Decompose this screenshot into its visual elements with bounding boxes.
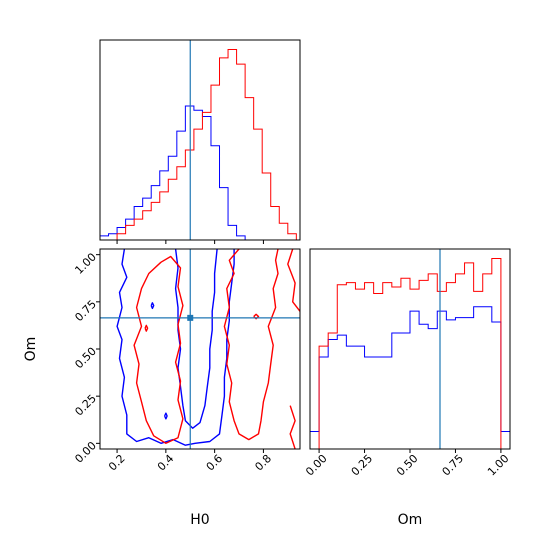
panel-frame: [99, 248, 301, 450]
contour-series-2-line-1: [223, 249, 279, 441]
histogram-panel-om: 0.00 0.25 0.50 0.75 1.00 Om: [303, 248, 512, 528]
panel-frame: [309, 248, 511, 450]
contour-series-2-line-4: [289, 405, 296, 449]
contour-series-1-line-2: [174, 249, 218, 429]
x-tick-label: 0.75: [440, 452, 467, 479]
x-axis-label: H0: [190, 512, 209, 528]
x-tick-label: 0.50: [394, 452, 421, 479]
truth-marker: [187, 314, 194, 321]
panel-frame: [99, 39, 301, 241]
histogram-series-1: [100, 105, 297, 240]
contour-panel-h0-om: 0.00 0.25 0.50 0.75 1.00 Om 0.2 0.4 0.6 0.8 H0: [23, 248, 301, 528]
y-tick-label: 0.00: [72, 439, 99, 466]
y-tick-label: 0.75: [72, 298, 99, 325]
histogram-panel-h0: [99, 39, 301, 244]
y-tick-label: 0.25: [72, 392, 99, 419]
y-axis-label: Om: [23, 337, 39, 362]
x-tick-label: 0.00: [303, 452, 330, 479]
contour-series-1-line-3: [150, 302, 155, 310]
contour-series-2-line-3: [287, 249, 300, 312]
x-tick-label: 0.2: [106, 452, 128, 474]
contour-series-2-line-6: [144, 324, 149, 332]
x-tick-label: 1.00: [485, 452, 512, 479]
x-tick-label: 0.4: [155, 452, 177, 474]
contour-series-1-line-4: [163, 412, 168, 420]
x-tick-label: 0.25: [349, 452, 376, 479]
contour-series-2-line-2: [133, 255, 184, 444]
y-tick-label: 0.50: [72, 345, 99, 372]
histogram-series-1: [310, 306, 510, 449]
x-axis-label: Om: [398, 512, 423, 528]
y-tick-label: 1.00: [72, 250, 99, 277]
x-tick-label: 0.6: [204, 452, 226, 474]
x-tick-label: 0.8: [252, 452, 274, 474]
histogram-series-2: [310, 258, 510, 449]
histogram-series-2: [100, 49, 297, 240]
